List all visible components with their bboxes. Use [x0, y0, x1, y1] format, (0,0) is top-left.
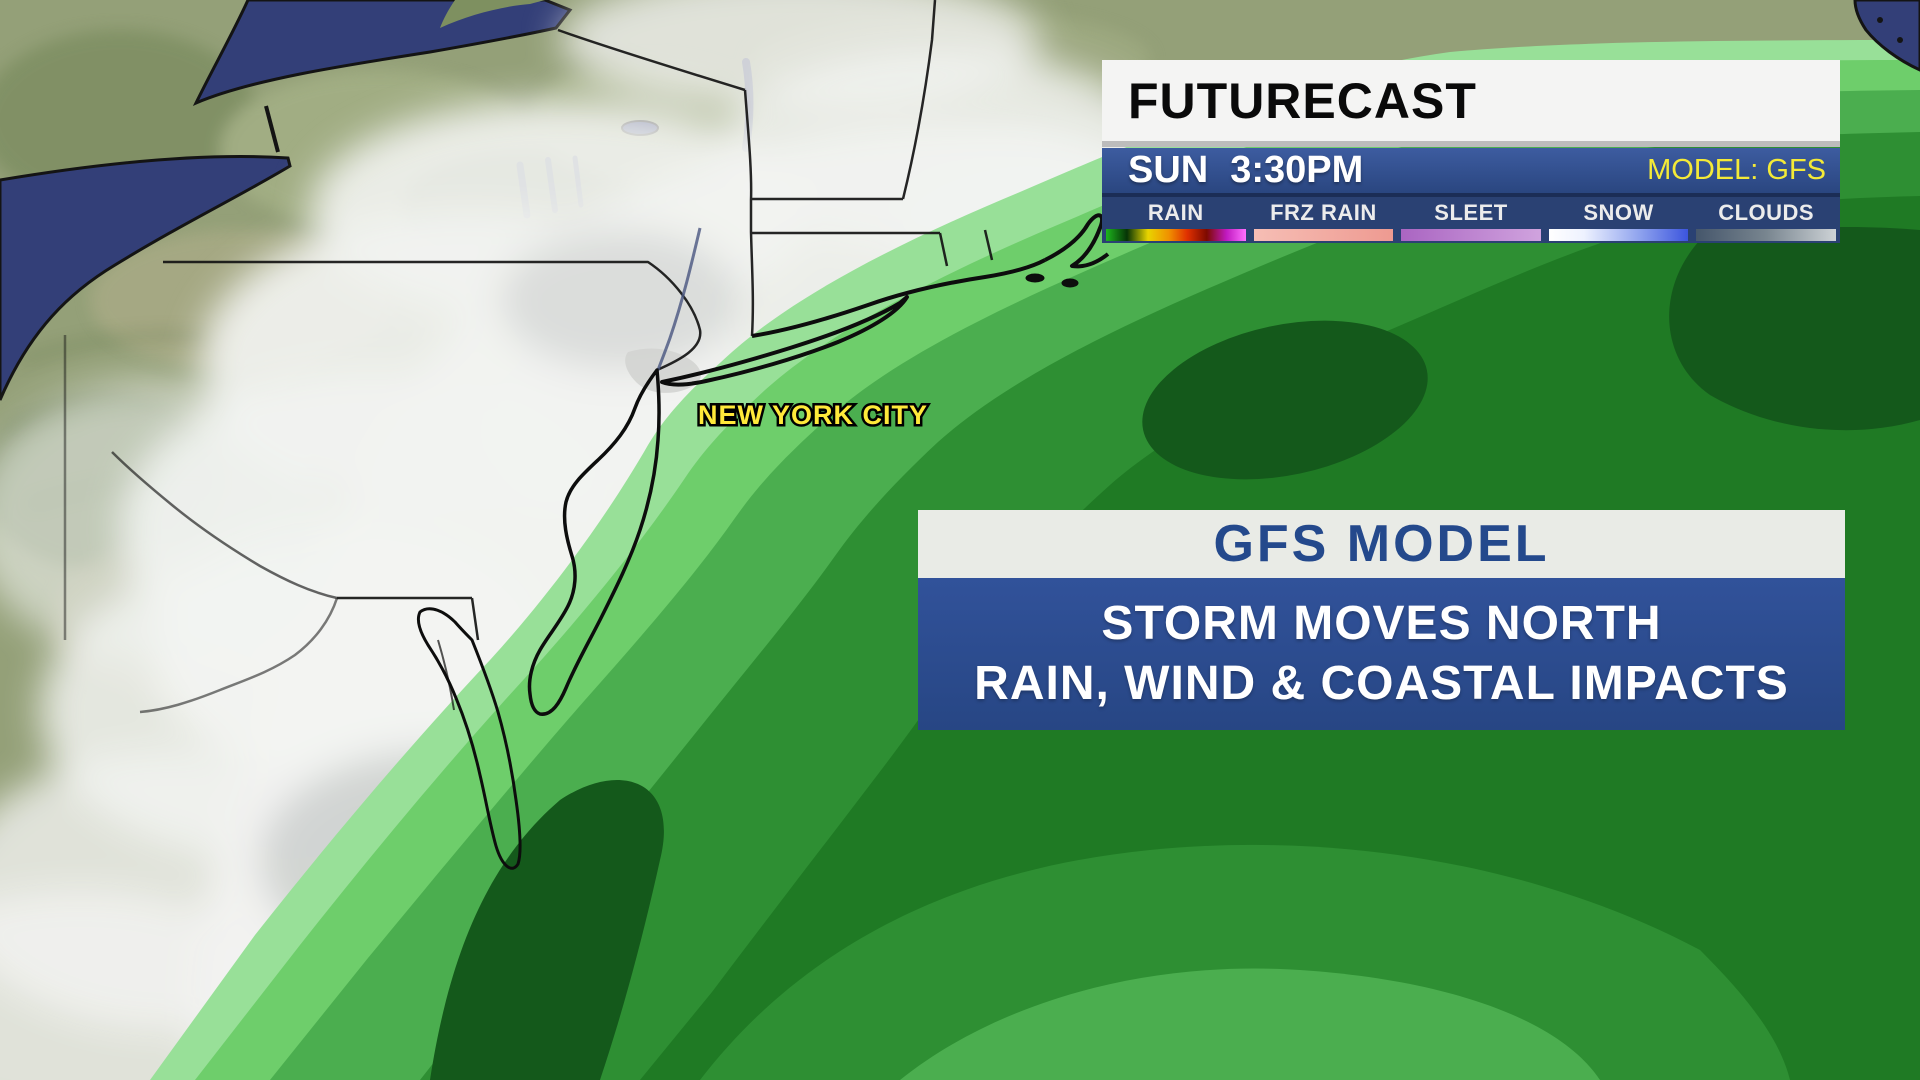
storm-banner-body: STORM MOVES NORTH RAIN, WIND & COASTAL I…	[918, 578, 1845, 730]
futurecast-panel: FUTURECAST SUN 3:30PM MODEL: GFS RAIN FRZ…	[1102, 60, 1840, 243]
legend-item-frz-rain: FRZ RAIN	[1250, 197, 1398, 243]
rain-pocket-light	[900, 968, 1600, 1080]
storm-banner-line1: STORM MOVES NORTH	[1101, 597, 1662, 650]
legend-item-rain: RAIN	[1102, 197, 1250, 243]
legend-label: CLOUDS	[1718, 200, 1815, 225]
coast-chesapeake	[437, 639, 455, 711]
great-lakes	[0, 0, 659, 401]
timestamp: SUN 3:30PM	[1102, 149, 1363, 192]
river-hudson	[656, 227, 702, 371]
border-wv-va	[139, 597, 339, 714]
model-label: MODEL: GFS	[1647, 154, 1826, 186]
border-md-wv	[111, 451, 338, 600]
legend-label: SLEET	[1434, 200, 1508, 225]
futurecast-timebar: SUN 3:30PM MODEL: GFS	[1102, 148, 1840, 197]
coast-connecticut	[751, 258, 1046, 338]
coast-delmarva	[416, 607, 522, 870]
coast-new-jersey	[527, 368, 661, 716]
border-vt-nh	[901, 0, 937, 200]
legend-item-sleet: SLEET	[1397, 197, 1545, 243]
legend-swatch-snow	[1548, 229, 1689, 241]
island-marthas-vineyard	[1025, 273, 1045, 283]
legend-item-clouds: CLOUDS	[1692, 197, 1840, 243]
storm-banner: GFS MODEL STORM MOVES NORTH RAIN, WIND &…	[918, 510, 1845, 730]
border-ny-pa	[163, 260, 702, 372]
coast-cape-cod	[1044, 213, 1110, 269]
legend-item-snow: SNOW	[1545, 197, 1693, 243]
legend-swatch-rain	[1106, 229, 1246, 241]
border-ny-east	[743, 89, 755, 337]
border-mason-dixon	[337, 596, 480, 641]
lake-ontario	[192, 0, 573, 106]
niagara-river	[264, 105, 280, 153]
nyc-urban-area	[625, 348, 701, 393]
canada-peninsula	[440, 0, 545, 28]
day-label: SUN	[1128, 149, 1209, 191]
border-ri	[938, 229, 994, 267]
futurecast-title: FUTURECAST	[1128, 72, 1477, 129]
legend-swatch-sleet	[1401, 229, 1541, 241]
coast-long-island	[660, 295, 909, 387]
time-label: 3:30PM	[1230, 149, 1364, 191]
maine-coast	[1853, 0, 1920, 72]
storm-banner-title: GFS MODEL	[1213, 515, 1550, 573]
legend-label: FRZ RAIN	[1270, 200, 1377, 225]
rain-core-northeast	[1669, 227, 1920, 431]
coastlines	[416, 213, 1110, 870]
state-borders	[63, 0, 994, 714]
lake-erie	[0, 155, 292, 401]
storm-banner-header: GFS MODEL	[918, 510, 1845, 578]
precip-type-legend: RAIN FRZ RAIN SLEET SNOW CLOUDS	[1102, 197, 1840, 243]
island-nantucket	[1061, 278, 1079, 288]
city-label-new-york: NEW YORK CITY	[698, 400, 928, 430]
legend-label: RAIN	[1147, 200, 1204, 225]
storm-banner-line2: RAIN, WIND & COASTAL IMPACTS	[974, 657, 1789, 710]
rain-core-central	[1142, 320, 1428, 480]
legend-swatch-clouds	[1696, 229, 1836, 241]
futurecast-header: FUTURECAST	[1102, 60, 1840, 147]
legend-swatch-frz-rain	[1253, 229, 1394, 241]
legend-label: SNOW	[1583, 200, 1654, 225]
rain-core-south	[430, 780, 664, 1080]
border-ny-north	[557, 28, 746, 92]
